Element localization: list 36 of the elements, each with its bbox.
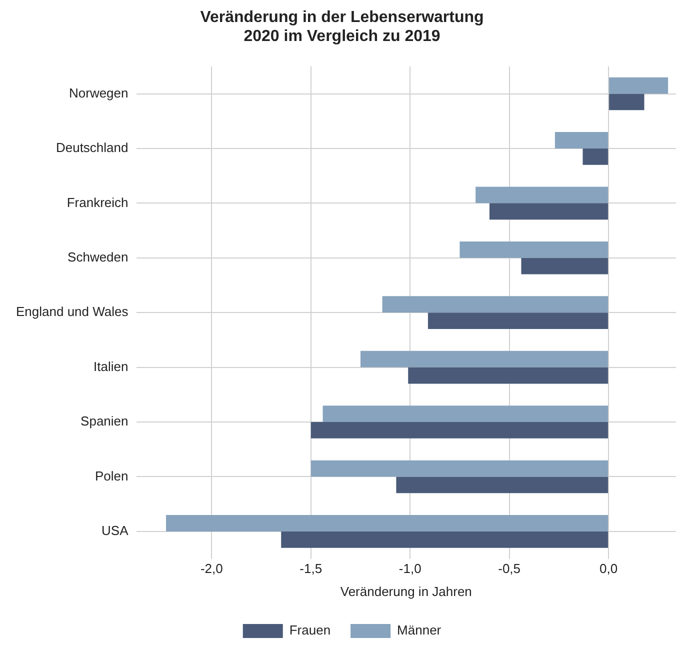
bar — [609, 94, 644, 110]
y-tick-label: Deutschland — [56, 140, 128, 156]
bar — [521, 258, 608, 274]
legend-label: Männer — [397, 622, 442, 638]
bar — [382, 296, 608, 313]
bar — [166, 515, 608, 532]
bar — [322, 406, 608, 422]
bar — [310, 422, 608, 438]
bar — [396, 476, 608, 494]
bar — [408, 367, 608, 384]
chart-title: Veränderung in der Lebenserwartung 2020 im Vergleich zu 2019 — [200, 9, 484, 46]
x-tick-label: 0,0 — [599, 561, 618, 576]
bar — [281, 531, 608, 548]
y-tick-label: England und Wales — [16, 304, 129, 320]
x-tick-label: -0,5 — [498, 561, 521, 576]
bar — [609, 77, 668, 94]
y-tick-label: Frankreich — [66, 194, 128, 210]
legend-label: Frauen — [289, 622, 331, 638]
bar — [582, 148, 608, 165]
y-tick-label: USA — [102, 523, 129, 538]
y-tick-label: Spanien — [80, 414, 128, 429]
bar — [460, 241, 608, 258]
bar — [489, 203, 608, 220]
y-tick-label: Polen — [95, 468, 128, 484]
y-tick-label: Schweden — [68, 249, 128, 264]
x-axis-title: Veränderung in Jahren — [340, 584, 472, 599]
bar — [554, 132, 608, 148]
bar — [476, 186, 608, 204]
bar — [360, 350, 608, 368]
x-tick-label: -1,5 — [300, 561, 322, 576]
bar — [428, 312, 608, 330]
y-tick-label: Italien — [94, 358, 128, 374]
x-tick-label: -2,0 — [200, 561, 223, 576]
y-tick-label: Norwegen — [68, 85, 128, 100]
x-tick-label: -1,0 — [398, 561, 422, 576]
bar — [310, 460, 608, 477]
